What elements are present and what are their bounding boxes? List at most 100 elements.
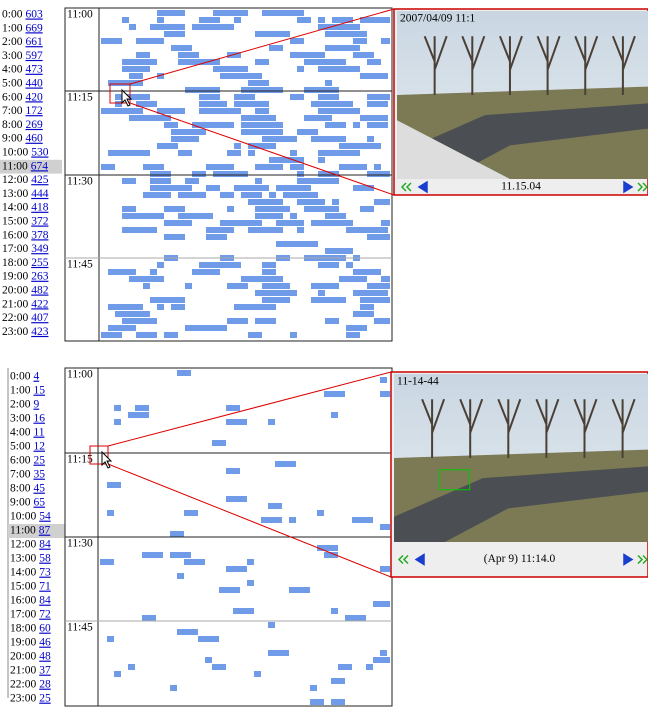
hour-count-link[interactable]: 37 [39,665,51,677]
page: {"panels": [ {"hours": [ {"time": "0:00"… [0,0,648,707]
hour-count-link[interactable]: 60 [39,623,51,635]
hour-label: 14:00 [2,202,28,214]
hour-count-link[interactable]: 263 [31,271,49,283]
activity-cell [248,199,283,205]
hour-count-link[interactable]: 378 [31,229,49,241]
activity-cell [318,150,360,156]
activity-cell [255,213,283,219]
activity-cell [227,206,234,212]
activity-cell [262,283,290,289]
hour-count-link[interactable]: 597 [25,50,43,62]
hour-count-link[interactable]: 372 [31,216,49,228]
activity-cell [107,482,121,488]
hour-count-link[interactable]: 530 [31,147,49,159]
activity-cell [247,580,254,586]
hour-count-link[interactable]: 674 [31,160,49,172]
activity-cell [122,227,157,233]
activity-cell [255,206,290,212]
activity-cell [276,185,311,191]
hour-count-link[interactable]: 84 [39,595,51,607]
hour-count-link[interactable]: 269 [25,119,43,131]
hour-count-link[interactable]: 35 [33,469,45,481]
activity-cell [317,510,324,516]
hour-count-link[interactable]: 12 [33,441,45,453]
video-overlay: 11-14-44 [397,376,439,388]
activity-cell [205,657,212,663]
activity-cell [297,17,311,23]
hour-count-link[interactable]: 661 [25,36,43,48]
hour-count-link[interactable]: 669 [25,22,43,34]
hour-count-link[interactable]: 48 [39,651,51,663]
hour-count-link[interactable]: 72 [39,609,51,621]
hour-count-link[interactable]: 71 [39,581,51,593]
activity-cell [255,290,297,296]
activity-cell [353,52,374,58]
hour-count-link[interactable]: 460 [25,133,43,145]
activity-cell [345,615,366,621]
activity-cell [339,143,381,149]
activity-cell [254,671,261,677]
hour-count-link[interactable]: 15 [33,385,45,397]
activity-cell [199,108,241,114]
hour-count-link[interactable]: 28 [39,679,51,691]
activity-cell [108,269,136,275]
hour-count-link[interactable]: 603 [25,9,43,21]
hour-count-link[interactable]: 87 [39,525,51,537]
activity-cell [157,262,164,268]
hour-count-link[interactable]: 407 [31,312,49,324]
hour-count-link[interactable]: 473 [25,64,43,76]
hour-count-link[interactable]: 482 [31,285,49,297]
video-timestamp: 11.15.04 [501,181,541,193]
hour-count-link[interactable]: 172 [25,105,43,117]
hour-count-link[interactable]: 422 [31,298,49,310]
hour-count-link[interactable]: 46 [39,637,51,649]
hour-count-link[interactable]: 11 [33,427,44,439]
activity-cell [142,615,156,621]
activity-cell [213,10,248,16]
hour-label: 3:00 [10,413,31,425]
activity-cell [226,566,247,572]
activity-cell [108,80,143,86]
hour-count-link[interactable]: 425 [31,174,49,186]
activity-cell [206,234,227,240]
hour-count-link[interactable]: 4 [33,371,39,383]
hour-count-link[interactable]: 58 [39,553,51,565]
hour-count-link[interactable]: 349 [31,243,49,255]
activity-cell [325,31,367,37]
hour-label: 8:00 [2,119,23,131]
activity-cell [311,101,353,107]
hour-count-link[interactable]: 54 [39,511,51,523]
hour-count-link[interactable]: 255 [31,257,49,269]
hour-label: 22:00 [10,679,36,691]
activity-cell [318,94,339,100]
activity-cell [255,178,262,184]
hour-count-link[interactable]: 440 [25,78,43,90]
hour-count-link[interactable]: 444 [31,188,49,200]
hour-count-link[interactable]: 9 [33,399,39,411]
hour-count-link[interactable]: 45 [33,483,45,495]
activity-cell [150,185,192,191]
hour-count-link[interactable]: 25 [33,455,45,467]
hour-count-link[interactable]: 73 [39,567,51,579]
activity-cell [101,332,122,338]
activity-cell [164,31,185,37]
activity-cell [136,332,157,338]
hour-count-link[interactable]: 420 [25,91,43,103]
hour-count-link[interactable]: 16 [33,413,45,425]
hour-label: 15:00 [10,581,36,593]
hour-count-link[interactable]: 25 [39,693,51,705]
hour-count-link[interactable]: 65 [33,497,45,509]
activity-cell [247,559,254,565]
activity-cell [128,664,135,670]
activity-cell [311,220,353,226]
activity-cell [261,517,282,523]
activity-cell [353,38,367,44]
activity-cell [318,262,339,268]
hour-count-link[interactable]: 423 [31,326,49,338]
hour-count-link[interactable]: 84 [39,539,51,551]
hour-label: 23:00 [10,693,36,705]
activity-cell [373,601,390,607]
hour-label: 22:00 [2,312,28,324]
activity-cell [171,129,206,135]
hour-count-link[interactable]: 418 [31,202,49,214]
